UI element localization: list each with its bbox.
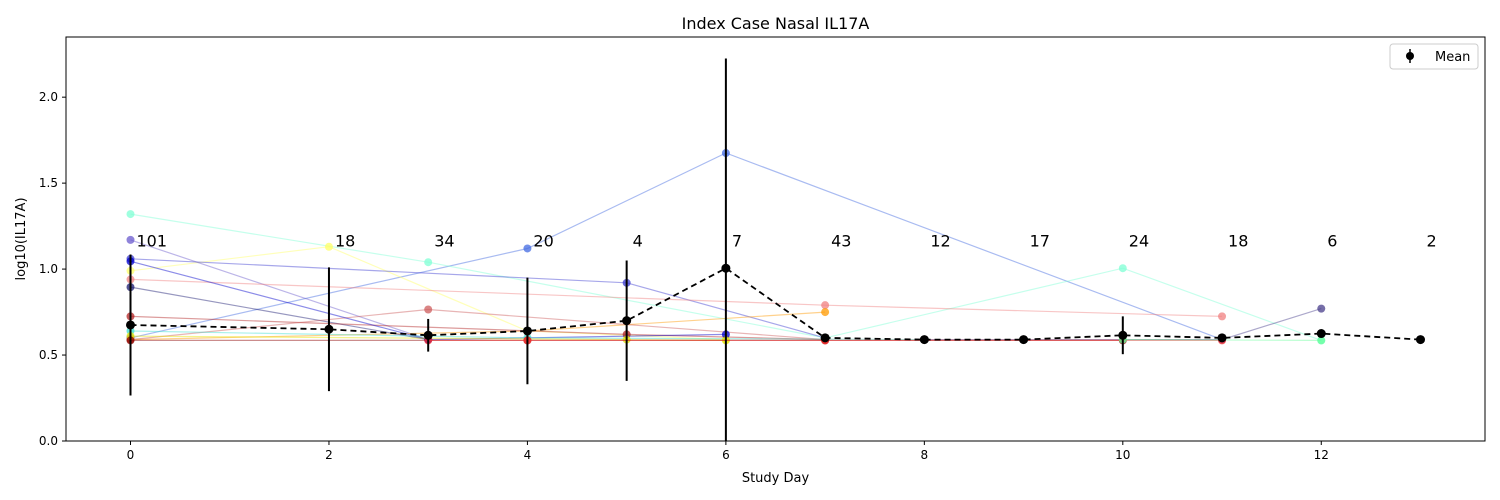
subject-line-4	[130, 239, 429, 341]
mean-point-2	[423, 330, 433, 340]
x-tick-label-4: 8	[921, 448, 929, 462]
x-tick-label-2: 4	[524, 448, 532, 462]
count-label-7: 12	[930, 232, 950, 251]
count-label-10: 18	[1228, 232, 1248, 251]
y-tick-label-1: 0.5	[39, 348, 58, 362]
y-tick-label-0: 0.0	[39, 434, 58, 448]
count-label-3: 20	[533, 232, 553, 251]
y-axis-label: log10(IL17A)	[14, 197, 29, 280]
legend-mean-label: Mean	[1435, 50, 1470, 65]
subject-point-0-1	[523, 244, 532, 253]
x-axis-ticks: 0 2 4 6 8 10 12	[127, 441, 1329, 462]
mean-point-1	[324, 324, 334, 334]
subject-line-5	[130, 278, 1223, 317]
count-label-12: 2	[1427, 232, 1437, 251]
mean-point-11	[1316, 329, 1326, 339]
mean-point-3	[522, 326, 532, 336]
y-axis-ticks: 0.0 0.5 1.0 1.5 2.0	[39, 90, 66, 448]
mean-point-10	[1217, 333, 1227, 343]
count-label-11: 6	[1327, 232, 1337, 251]
y-tick-label-4: 2.0	[39, 90, 58, 104]
x-tick-label-1: 2	[325, 448, 333, 462]
x-tick-label-3: 6	[722, 448, 730, 462]
legend-box	[1389, 43, 1479, 70]
subject-point-1-1	[424, 258, 433, 267]
count-label-6: 43	[831, 232, 851, 251]
legend: Mean	[1389, 43, 1479, 70]
subject-point-16-1	[1317, 336, 1326, 345]
y-tick-label-3: 1.5	[39, 176, 58, 190]
x-tick-label-0: 0	[127, 448, 135, 462]
subject-point-5-1	[821, 301, 830, 310]
x-axis-label: Study Day	[742, 471, 810, 486]
legend-mean-marker-icon	[1406, 52, 1414, 60]
mean-series-layer	[126, 58, 1425, 441]
subject-point-2-1	[324, 242, 333, 251]
subject-point-1-0	[126, 210, 135, 219]
subject-point-11-2	[1317, 304, 1326, 313]
mean-point-4	[622, 316, 632, 326]
count-label-4: 4	[633, 232, 643, 251]
subject-line-7	[130, 286, 429, 341]
chart-title: Index Case Nasal IL17A	[682, 14, 870, 33]
subject-point-5-2	[1218, 312, 1227, 321]
mean-point-9	[1118, 330, 1128, 340]
mean-point-8	[1019, 335, 1029, 345]
y-tick-label-2: 1.0	[39, 262, 58, 276]
subject-point-1-3	[1118, 264, 1127, 273]
count-label-2: 34	[434, 232, 454, 251]
count-label-1: 18	[335, 232, 355, 251]
mean-point-7	[919, 335, 929, 345]
subject-point-4-0	[126, 235, 135, 244]
subject-point-9-1	[424, 305, 433, 314]
plot-frame	[65, 36, 1486, 442]
count-label-0: 101	[137, 232, 168, 251]
mean-point-5	[721, 263, 731, 273]
x-tick-label-5: 10	[1115, 448, 1130, 462]
mean-point-6	[820, 333, 830, 343]
mean-point-0	[126, 320, 135, 330]
count-annotation-layer: 101 18 34 20 4 7 43 12 17 24 18 6 2	[137, 232, 1437, 251]
subject-point-6-2	[821, 308, 830, 317]
count-label-8: 17	[1030, 232, 1050, 251]
subject-line-6	[130, 311, 826, 341]
mean-point-12	[1416, 335, 1425, 345]
count-label-9: 24	[1129, 232, 1149, 251]
x-tick-label-6: 12	[1314, 448, 1329, 462]
count-label-5: 7	[732, 232, 742, 251]
